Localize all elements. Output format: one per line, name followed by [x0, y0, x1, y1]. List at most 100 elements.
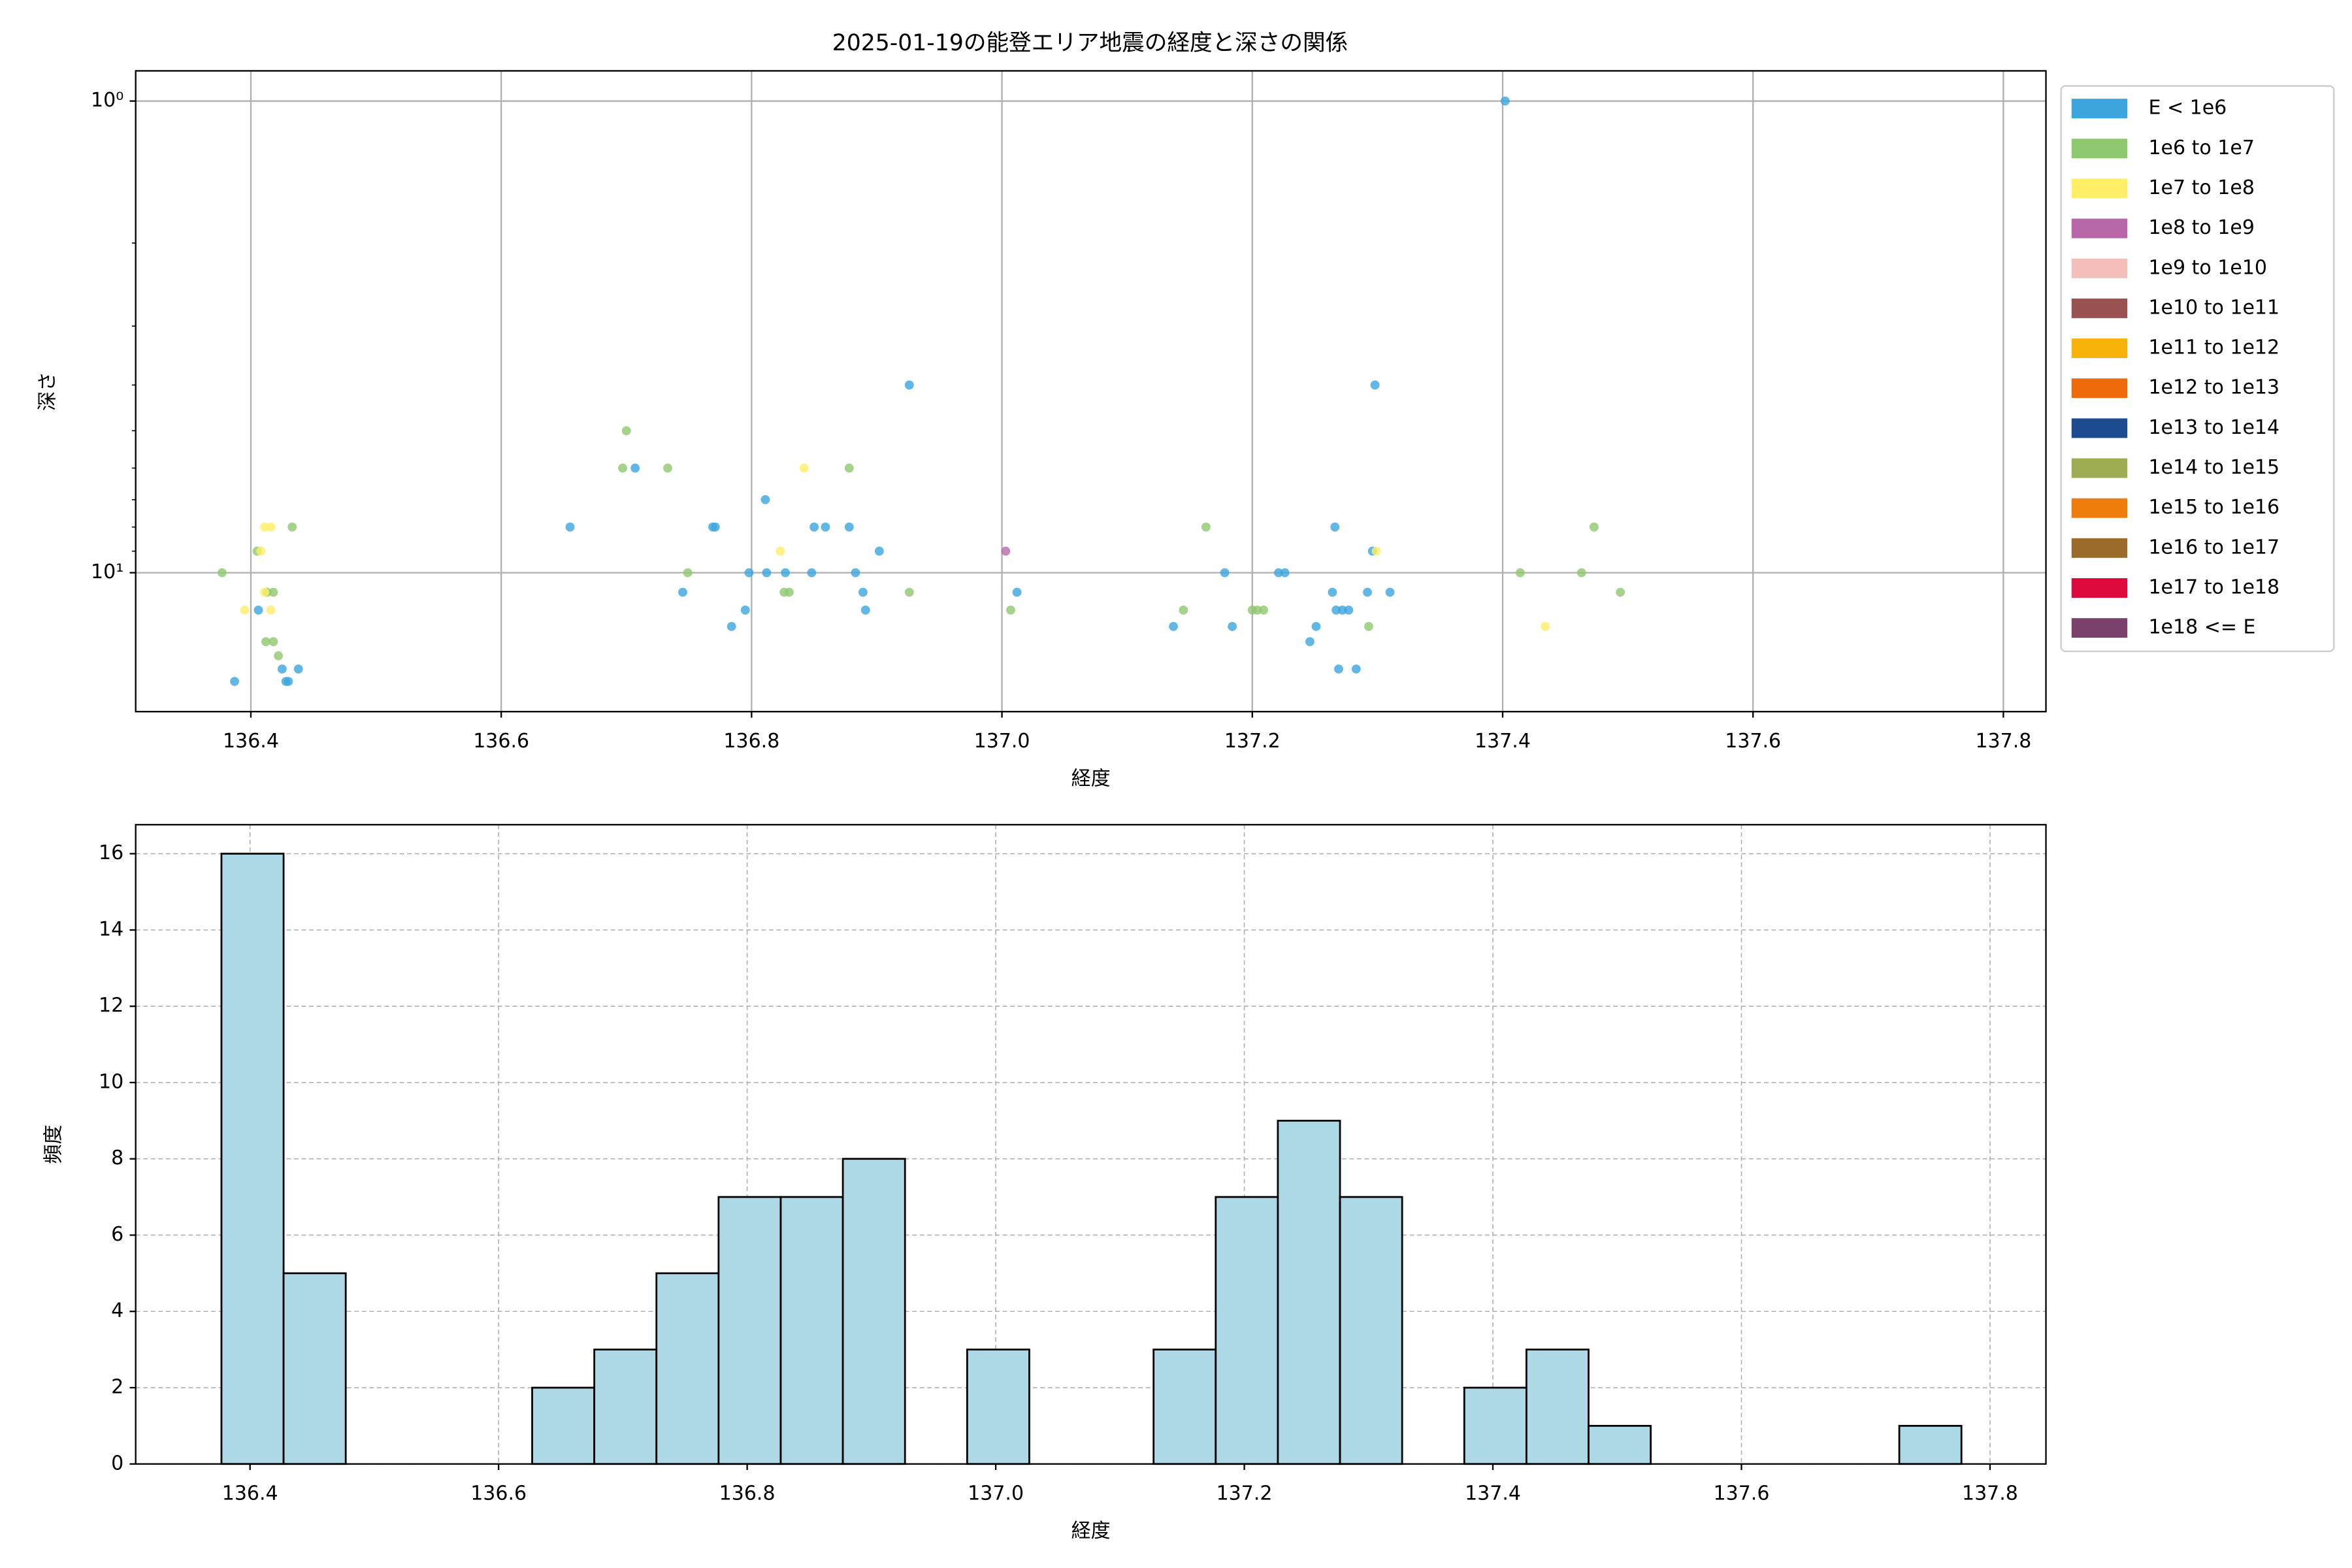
axes: 136.4 136.6 136.8 137.0 137.2 137.4 137.6 137.8… [42, 824, 2047, 1543]
scatter-point [781, 568, 791, 578]
legend-label: 1e9 to 1e10 [2148, 256, 2267, 279]
histogram-bar [1339, 1196, 1403, 1465]
axes-frame [135, 824, 2047, 1465]
legend-swatch [2071, 498, 2128, 518]
legend-swatch [2071, 178, 2128, 199]
histogram-bar [717, 1196, 782, 1465]
scatter-point [799, 463, 809, 473]
scatter-point [851, 568, 860, 578]
scatter-point [1515, 568, 1525, 578]
scatter-point [858, 587, 868, 597]
scatter-point [1169, 621, 1178, 631]
scatter-point [744, 568, 754, 578]
scatter-point [1363, 587, 1372, 597]
histogram-bar [655, 1272, 720, 1465]
scatter-point [678, 587, 687, 597]
scatter-point [1337, 605, 1347, 615]
scatter-point [1305, 637, 1315, 647]
scatter-point [1012, 587, 1022, 597]
histogram-bar [966, 1348, 1030, 1465]
x-axis-label: 経度 [1071, 768, 1111, 791]
scatter-point [293, 664, 303, 674]
legend-label: 1e11 to 1e12 [2148, 336, 2279, 359]
y-tick-label: 8 [111, 1147, 123, 1169]
scatter-point [1334, 664, 1343, 674]
legend-swatch [2071, 258, 2128, 278]
scatter-point [1385, 587, 1395, 597]
legend-swatch [2071, 139, 2128, 159]
legend-label: 1e7 to 1e8 [2148, 176, 2254, 199]
legend-label: 1e18 <= E [2148, 616, 2255, 639]
scatter-point [1179, 605, 1188, 615]
scatter-point [809, 522, 819, 532]
legend-swatch [2071, 458, 2128, 478]
x-tick-label: 137.6 [1725, 730, 1781, 753]
legend-swatch [2071, 338, 2128, 359]
y-tick-label: 10 [99, 1070, 123, 1093]
y-tick-label: 6 [111, 1223, 123, 1246]
scatter-point [760, 495, 770, 504]
y-tick-label: 14 [99, 918, 123, 941]
legend-swatch [2071, 218, 2128, 238]
scatter-point [1006, 605, 1015, 615]
legend-swatch [2071, 618, 2128, 638]
histogram-bar [1152, 1348, 1217, 1465]
scatter-point [776, 546, 785, 556]
histogram-bar [1277, 1119, 1341, 1465]
y-tick-label: 10¹ [91, 561, 123, 583]
scatter-point [1311, 621, 1321, 631]
scatter-point [1576, 568, 1586, 578]
x-tick-label: 137.4 [1465, 1482, 1521, 1505]
y-axis-label: 深さ [36, 372, 59, 411]
scatter-point [266, 605, 276, 615]
histogram-bar [1525, 1348, 1590, 1465]
scatter-point [253, 605, 263, 615]
scatter-point [1259, 605, 1268, 615]
scatter-point [1371, 546, 1381, 556]
x-tick-label: 137.0 [968, 1482, 1024, 1505]
legend-label: 1e15 to 1e16 [2148, 496, 2279, 519]
scatter-point [710, 522, 720, 532]
scatter-point [260, 587, 269, 597]
scatter-point [1344, 605, 1354, 615]
scatter-point [1228, 621, 1237, 631]
legend-swatch [2071, 378, 2128, 399]
x-axis-label: 経度 [1071, 1520, 1111, 1543]
scatter-point [1500, 96, 1510, 106]
scatter-point [266, 522, 276, 532]
scatter-point [663, 463, 672, 473]
scatter-point [565, 522, 575, 532]
scatter-point [269, 587, 278, 597]
x-tick-label: 137.2 [1217, 1482, 1273, 1505]
scatter-point [727, 621, 736, 631]
histogram-bar [531, 1386, 596, 1465]
scatter-point [1351, 664, 1361, 674]
y-tick-label: 4 [111, 1299, 123, 1322]
scatter-point [261, 637, 270, 647]
scatter-point [740, 605, 750, 615]
y-tick-label: 10⁰ [91, 89, 123, 112]
scatter-point [904, 587, 914, 597]
histogram-bar [779, 1196, 844, 1465]
histogram-bar [1588, 1425, 1652, 1465]
y-axis-label: 頻度 [42, 1125, 65, 1164]
x-tick-label: 136.4 [223, 730, 279, 753]
x-tick-label: 136.4 [222, 1482, 278, 1505]
scatter-point [784, 587, 794, 597]
scatter-point [260, 522, 269, 532]
legend-label: 1e6 to 1e7 [2148, 137, 2254, 159]
scatter-point [1001, 546, 1011, 556]
x-tick-label: 136.8 [719, 1482, 776, 1505]
histogram-bar [220, 853, 285, 1465]
histogram-bar [593, 1348, 658, 1465]
scatter-point [618, 463, 627, 473]
histogram-bar [1215, 1196, 1279, 1465]
x-tick-label: 137.4 [1475, 730, 1531, 753]
x-tick-label: 137.8 [1962, 1482, 2018, 1505]
scatter-point [281, 677, 291, 686]
histogram-bar [841, 1158, 906, 1465]
legend-label: 1e16 to 1e17 [2148, 536, 2279, 559]
y-tick-label: 2 [111, 1376, 123, 1399]
scatter-point [621, 426, 631, 436]
